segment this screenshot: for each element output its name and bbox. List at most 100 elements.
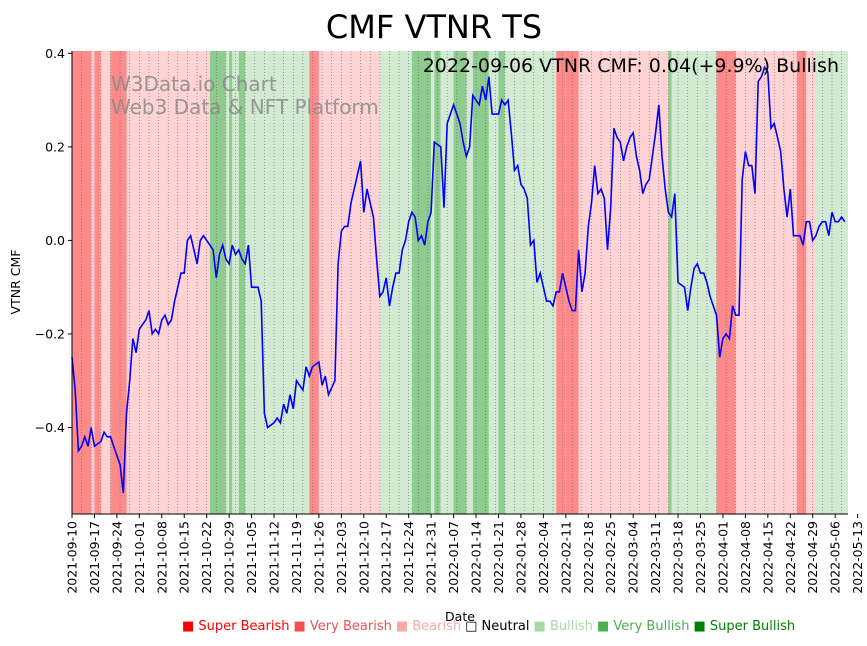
x-tick-label: 2021-12-03 bbox=[334, 521, 349, 594]
legend-item: ■ Bullish bbox=[534, 619, 593, 634]
x-tick-label: 2022-01-21 bbox=[491, 521, 506, 594]
y-tick-label: −0.4 bbox=[35, 420, 65, 435]
latest-value-annotation: 2022-09-06 VTNR CMF: 0.04(+9.9%) Bullish bbox=[423, 55, 839, 77]
legend: ■ Super Bearish ■ Very Bearish ■ Bearish □ … bbox=[182, 619, 799, 634]
band-bullish bbox=[431, 51, 435, 514]
chart-title: CMF VTNR TS bbox=[326, 8, 542, 46]
x-tick-label: 2022-04-22 bbox=[783, 521, 798, 594]
band-bearish bbox=[91, 51, 95, 514]
x-tick-label: 2022-01-07 bbox=[446, 521, 461, 594]
x-tick-label: 2021-09-10 bbox=[65, 521, 80, 594]
legend-swatch: ■ bbox=[293, 619, 310, 634]
legend-label: Neutral bbox=[481, 619, 530, 634]
x-tick-label: 2021-09-17 bbox=[87, 521, 102, 594]
x-tick-label: 2022-02-18 bbox=[581, 521, 596, 594]
x-tick-label: 2022-04-15 bbox=[760, 521, 775, 594]
band-very-bullish bbox=[668, 51, 672, 514]
x-tick-label: 2022-04-08 bbox=[738, 521, 753, 594]
x-tick-label: 2021-12-17 bbox=[379, 521, 394, 594]
y-tick-label: 0.0 bbox=[45, 233, 65, 248]
band-very-bullish bbox=[498, 51, 505, 514]
legend-item: ■ Super Bullish bbox=[693, 619, 795, 634]
x-tick-label: 2022-01-14 bbox=[469, 521, 484, 594]
x-tick-label: 2022-05-06 bbox=[828, 521, 843, 594]
legend-item: ■ Super Bearish bbox=[182, 619, 290, 634]
y-tick-label: 0.4 bbox=[45, 46, 65, 61]
legend-label: Very Bearish bbox=[309, 619, 392, 634]
band-bearish bbox=[735, 51, 797, 514]
axes bbox=[71, 51, 848, 515]
x-tick-label: 2022-03-04 bbox=[626, 521, 641, 594]
x-tick-label: 2021-11-12 bbox=[267, 521, 282, 594]
x-tick-label: 2021-11-19 bbox=[289, 521, 304, 594]
x-tick-label: 2021-12-31 bbox=[424, 521, 439, 594]
x-tick-label: 2022-02-04 bbox=[536, 521, 551, 594]
watermark-line-1: W3Data.io Chart bbox=[111, 72, 277, 96]
x-tick-label: 2021-11-26 bbox=[311, 521, 326, 594]
x-tick-label: 2021-10-08 bbox=[154, 521, 169, 594]
band-bullish bbox=[488, 51, 499, 514]
x-tick-label: 2022-03-11 bbox=[648, 521, 663, 594]
y-axis-label: VTNR CMF bbox=[8, 250, 23, 315]
band-very-bullish bbox=[411, 51, 432, 514]
band-bullish bbox=[225, 51, 230, 514]
x-tick-label: 2022-02-25 bbox=[603, 521, 618, 594]
x-tick-label: 2022-04-01 bbox=[715, 521, 730, 594]
band-very-bearish bbox=[796, 51, 807, 514]
y-tick-label: −0.2 bbox=[35, 326, 65, 341]
legend-label: Super Bearish bbox=[198, 619, 290, 634]
x-tick-label: 2021-11-05 bbox=[244, 521, 259, 594]
x-axis-ticks: 2021-09-10 2021-09-17 2021-09-24 2021-10-01… bbox=[65, 514, 865, 594]
band-bearish bbox=[806, 51, 816, 514]
x-tick-label: 2021-12-10 bbox=[356, 521, 371, 594]
x-tick-label: 2022-03-18 bbox=[671, 521, 686, 594]
vertical-grid bbox=[81, 51, 842, 514]
legend-item: ■ Very Bearish bbox=[294, 619, 392, 634]
band-bullish bbox=[245, 51, 310, 514]
band-very-bullish bbox=[238, 51, 246, 514]
x-tick-label: 2021-10-15 bbox=[177, 521, 192, 594]
x-tick-label: 2021-12-24 bbox=[401, 521, 416, 594]
sentiment-bands bbox=[72, 51, 848, 514]
cmf-series-line bbox=[71, 65, 846, 494]
legend-label: Bullish bbox=[549, 619, 593, 634]
legend-swatch: □ bbox=[465, 619, 482, 634]
x-tick-label: 2022-02-11 bbox=[558, 521, 573, 594]
x-tick-label: 2021-09-24 bbox=[109, 521, 124, 594]
legend-swatch: ■ bbox=[596, 619, 614, 634]
legend-label: Bearish bbox=[412, 619, 462, 634]
legend-item: □ Neutral bbox=[465, 619, 529, 634]
y-axis-ticks: −0.4 −0.2 0.0 0.2 0.4 bbox=[35, 46, 72, 435]
band-bearish bbox=[318, 51, 380, 514]
band-very-bullish bbox=[229, 51, 233, 514]
x-tick-label: 2022-04-29 bbox=[805, 521, 820, 594]
band-very-bearish bbox=[309, 51, 319, 514]
band-very-bullish bbox=[453, 51, 467, 514]
band-bearish bbox=[100, 51, 111, 514]
legend-item: ■ Very Bullish bbox=[597, 619, 689, 634]
watermark: W3Data.io Chart Web3 Data & NFT Platform bbox=[111, 72, 379, 119]
band-bullish bbox=[504, 51, 557, 514]
legend-label: Super Bullish bbox=[709, 619, 796, 634]
x-tick-label: 2021-10-29 bbox=[222, 521, 237, 594]
x-tick-label: 2022-03-25 bbox=[693, 521, 708, 594]
x-tick-label: 2021-10-01 bbox=[132, 521, 147, 594]
legend-swatch: ■ bbox=[182, 619, 199, 634]
band-bearish bbox=[578, 51, 669, 514]
x-tick-label: 2022-01-28 bbox=[513, 521, 528, 594]
legend-swatch: ■ bbox=[395, 619, 413, 634]
band-bullish bbox=[466, 51, 473, 514]
watermark-line-2: Web3 Data & NFT Platform bbox=[111, 95, 379, 119]
legend-swatch: ■ bbox=[533, 619, 550, 634]
band-very-bearish bbox=[110, 51, 127, 514]
band-very-bullish bbox=[472, 51, 489, 514]
x-tick-label: 2021-10-22 bbox=[199, 521, 214, 594]
legend-swatch: ■ bbox=[693, 619, 710, 634]
legend-label: Very Bullish bbox=[613, 619, 690, 634]
legend-item: ■ Bearish bbox=[396, 619, 461, 634]
band-very-bearish bbox=[94, 51, 101, 514]
y-tick-label: 0.2 bbox=[45, 139, 65, 154]
x-axis-label: Date bbox=[445, 609, 475, 624]
x-tick-label: 2022-05-13 bbox=[850, 521, 865, 594]
